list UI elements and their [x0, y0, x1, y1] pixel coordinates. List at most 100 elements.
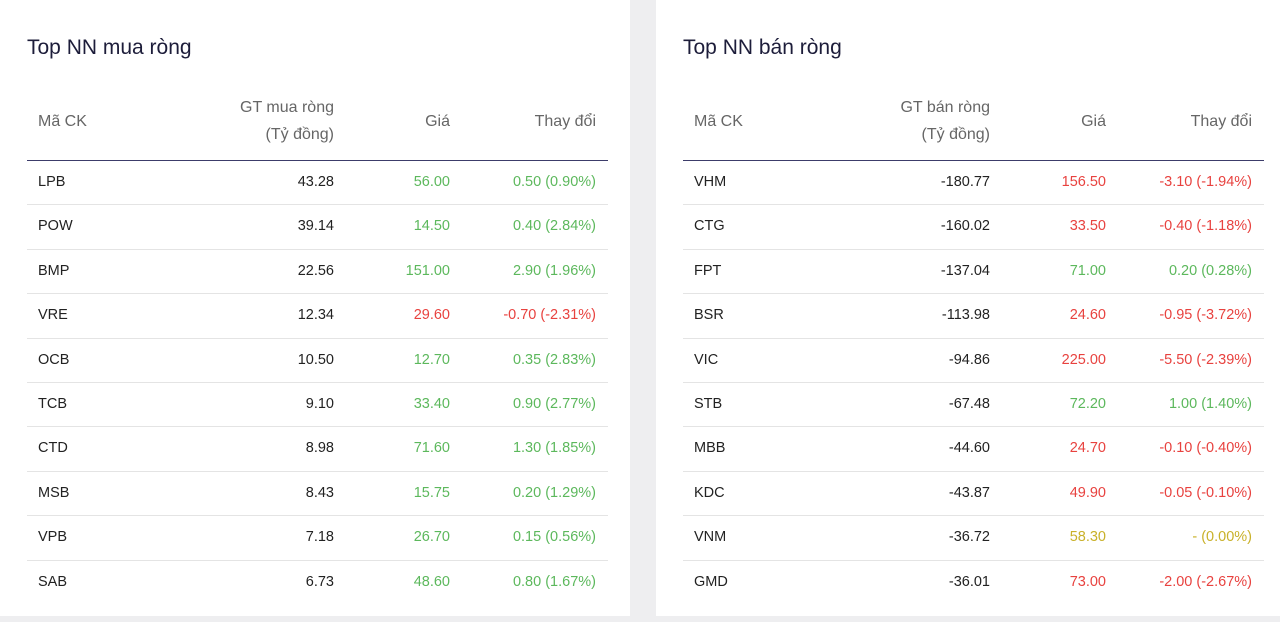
column-header: Thay đổi [534, 113, 596, 130]
price: 73.00 [1069, 573, 1106, 590]
stock-code: POW [38, 218, 73, 235]
stock-code: SAB [38, 573, 68, 590]
net-value: -160.02 [940, 218, 990, 235]
change: 0.40 (2.84%) [512, 218, 596, 235]
panel: Top NN mua ròng Mã CK GT mua ròng (Tỷ đồng… [0, 0, 630, 616]
stock-code: BMP [38, 262, 70, 279]
stock-code: CTD [38, 440, 68, 457]
table-header: Mã CK GT bán ròng (Tỷ đồng) Giá Thay đổi [683, 90, 1264, 161]
change: -0.40 (-1.18%) [1159, 218, 1252, 235]
change: -5.50 (-2.39%) [1159, 351, 1252, 368]
table-row: MBB -44.60 24.70 -0.10 (-0.40%) [683, 427, 1264, 472]
price: 33.50 [1069, 218, 1106, 235]
table-row: VPB 7.18 26.70 0.15 (0.56%) [27, 516, 608, 561]
price: 49.90 [1069, 484, 1106, 501]
net-value: -36.01 [948, 573, 990, 590]
table-row: OCB 10.50 12.70 0.35 (2.83%) [27, 339, 608, 383]
net-value: -94.86 [948, 351, 990, 368]
change: 1.00 (1.40%) [1168, 395, 1252, 412]
column-header: Thay đổi [1190, 113, 1252, 130]
panel-title: Top NN mua ròng [27, 36, 192, 59]
stock-code: STB [694, 395, 723, 412]
price: 72.20 [1069, 395, 1106, 412]
table: Mã CK GT bán ròng (Tỷ đồng) Giá Thay đổi VHM… [683, 90, 1264, 604]
price: 24.60 [1069, 307, 1106, 324]
stock-code: VHM [694, 174, 727, 190]
panel-title: Top NN bán ròng [683, 36, 842, 59]
net-value: 7.18 [305, 529, 334, 546]
stock-code: GMD [694, 573, 728, 590]
change: 0.90 (2.77%) [512, 395, 596, 412]
price: 14.50 [413, 218, 450, 235]
table-row: GMD -36.01 73.00 -2.00 (-2.67%) [683, 561, 1264, 604]
table-row: KDC -43.87 49.90 -0.05 (-0.10%) [683, 472, 1264, 517]
stock-code: BSR [694, 307, 724, 324]
change: -0.70 (-2.31%) [503, 307, 596, 324]
table-row: LPB 43.28 56.00 0.50 (0.90%) [27, 161, 608, 206]
change: 0.50 (0.90%) [512, 174, 596, 190]
price: 26.70 [413, 529, 450, 546]
change: -0.95 (-3.72%) [1159, 307, 1252, 324]
net-value: -67.48 [948, 395, 990, 412]
column-header: Giá [1081, 113, 1106, 130]
net-value: 12.34 [297, 307, 334, 324]
change: -2.00 (-2.67%) [1159, 573, 1252, 590]
stock-code: MBB [694, 440, 726, 457]
column-header: Mã CK [694, 113, 743, 130]
price: 71.60 [413, 440, 450, 457]
net-value: -44.60 [948, 440, 990, 457]
panel: Top NN bán ròng Mã CK GT bán ròng (Tỷ đồng… [656, 0, 1280, 616]
column-header: GT bán ròng (Tỷ đồng) [900, 99, 990, 143]
table-row: BSR -113.98 24.60 -0.95 (-3.72%) [683, 294, 1264, 339]
net-value: 39.14 [297, 218, 334, 235]
stock-code: VIC [694, 351, 719, 368]
table-header: Mã CK GT mua ròng (Tỷ đồng) Giá Thay đổi [27, 90, 608, 161]
stock-code: KDC [694, 484, 725, 501]
table-row: FPT -137.04 71.00 0.20 (0.28%) [683, 250, 1264, 295]
net-value: -113.98 [941, 307, 990, 324]
net-value: 10.50 [297, 351, 334, 368]
price: 33.40 [413, 395, 450, 412]
stock-code: VPB [38, 529, 68, 546]
price: 71.00 [1069, 262, 1106, 279]
stock-code: VRE [38, 307, 68, 324]
price: 225.00 [1061, 351, 1106, 368]
table-row: MSB 8.43 15.75 0.20 (1.29%) [27, 472, 608, 517]
stock-code: VNM [694, 529, 727, 546]
net-value: -137.04 [940, 262, 990, 279]
price: 12.70 [413, 351, 450, 368]
table-row: VRE 12.34 29.60 -0.70 (-2.31%) [27, 294, 608, 339]
column-header: GT mua ròng (Tỷ đồng) [240, 99, 334, 143]
price: 58.30 [1069, 529, 1106, 546]
column-header: Giá [425, 113, 450, 130]
change: -0.10 (-0.40%) [1159, 440, 1252, 457]
table-row: TCB 9.10 33.40 0.90 (2.77%) [27, 383, 608, 428]
stock-code: LPB [38, 174, 66, 190]
change: 1.30 (1.85%) [512, 440, 596, 457]
change: 0.20 (1.29%) [512, 484, 596, 501]
column-header: Mã CK [38, 113, 87, 130]
change: -3.10 (-1.94%) [1159, 174, 1252, 190]
change: 2.90 (1.96%) [512, 262, 596, 279]
change: 0.35 (2.83%) [512, 351, 596, 368]
net-value: 8.98 [305, 440, 334, 457]
price: 151.00 [405, 262, 450, 279]
stock-code: TCB [38, 395, 67, 412]
change: -0.05 (-0.10%) [1159, 484, 1252, 501]
price: 48.60 [413, 573, 450, 590]
net-value: 9.10 [305, 395, 334, 412]
change: 0.80 (1.67%) [512, 573, 596, 590]
price: 156.50 [1061, 174, 1106, 190]
stock-code: OCB [38, 351, 70, 368]
table-row: VNM -36.72 58.30 - (0.00%) [683, 516, 1264, 561]
net-value: 6.73 [305, 573, 334, 590]
table: Mã CK GT mua ròng (Tỷ đồng) Giá Thay đổi LPB… [27, 90, 608, 604]
net-value: 8.43 [305, 484, 334, 501]
table-row: CTG -160.02 33.50 -0.40 (-1.18%) [683, 205, 1264, 250]
price: 56.00 [413, 174, 450, 190]
table-row: VHM -180.77 156.50 -3.10 (-1.94%) [683, 161, 1264, 206]
net-value: -36.72 [948, 529, 990, 546]
net-value: -43.87 [948, 484, 990, 501]
net-value: 22.56 [297, 262, 334, 279]
